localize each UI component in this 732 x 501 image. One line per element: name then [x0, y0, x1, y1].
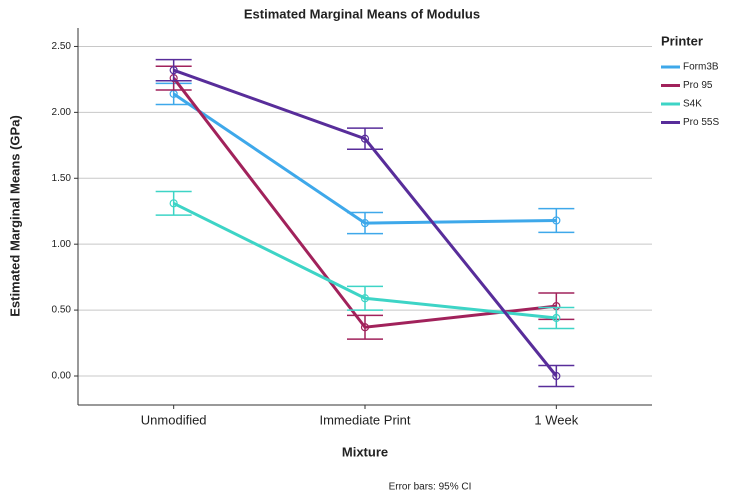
y-tick-label: 2.00: [52, 107, 72, 118]
y-tick-label: 1.50: [52, 173, 72, 184]
point: [552, 371, 561, 381]
legend-label: S4K: [683, 99, 702, 110]
chart-title: Estimated Marginal Means of Modulus: [244, 6, 480, 21]
legend-label: Pro 55S: [683, 117, 719, 128]
y-tick-label: 0.50: [52, 305, 72, 316]
y-tick-label: 2.50: [52, 41, 72, 52]
footnote: Error bars: 95% CI: [389, 482, 472, 493]
point: [169, 199, 178, 208]
y-tick-label: 0.00: [52, 371, 72, 382]
x-tick-label: Immediate Print: [319, 412, 410, 427]
x-tick-label: Unmodified: [141, 412, 207, 427]
x-axis-label: Mixture: [342, 444, 388, 459]
legend-label: Pro 95: [683, 80, 713, 91]
y-tick-label: 1.00: [52, 239, 72, 250]
point: [360, 323, 370, 332]
legend-label: Form3B: [683, 62, 719, 73]
point: [360, 218, 370, 228]
y-axis-label: Estimated Marginal Means (GPa): [7, 115, 22, 317]
x-tick-label: 1 Week: [534, 412, 578, 427]
series-line: [172, 92, 557, 225]
point: [360, 294, 370, 303]
point: [552, 313, 561, 323]
point: [360, 134, 370, 143]
legend-title: Printer: [661, 33, 703, 48]
point: [552, 216, 561, 225]
point: [169, 66, 178, 75]
